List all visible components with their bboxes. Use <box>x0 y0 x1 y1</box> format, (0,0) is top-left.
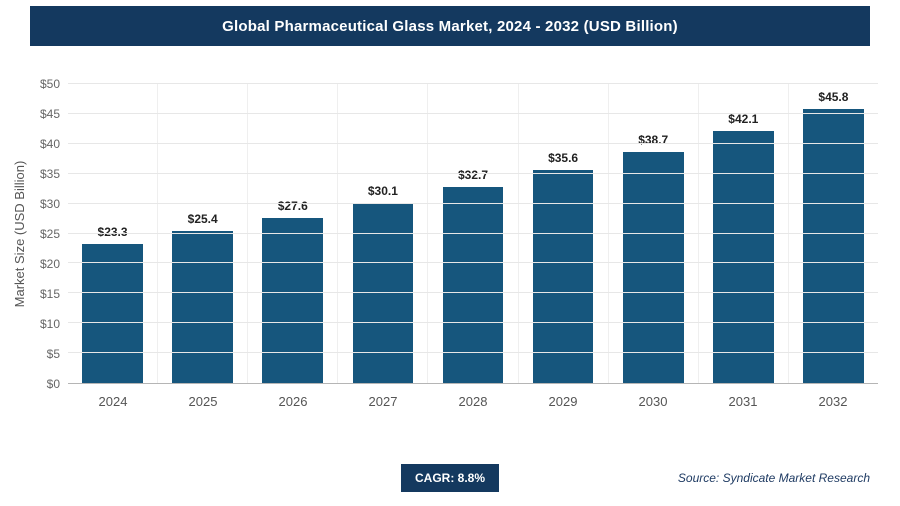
bar-column: $25.4 <box>157 84 247 383</box>
gridline <box>68 83 878 84</box>
x-tick-label: 2027 <box>368 394 398 409</box>
bar-value-label: $38.7 <box>638 132 669 147</box>
y-axis-ticks: $0 $5 $10 $15 $20 $25 $30 $35 $40 $45 $50 <box>18 77 68 391</box>
gridline <box>68 322 878 324</box>
bar <box>532 170 594 383</box>
y-tick-label: $50 <box>39 77 60 91</box>
gridline <box>68 292 878 294</box>
bar <box>82 243 143 383</box>
x-tick-label: 2024 <box>98 394 128 409</box>
bar <box>262 217 324 383</box>
x-tick-label: 2032 <box>818 394 848 409</box>
gridline <box>68 172 878 174</box>
bar-value-label: $27.6 <box>277 198 308 213</box>
bar-chart: Market Size (USD Billion) $0 $5 $10 $15 $20 $… <box>12 77 878 391</box>
bar-column: $23.3 <box>68 84 157 383</box>
source-text: Source: Syndicate Market Research <box>677 471 870 485</box>
bar-value-label: $25.4 <box>187 212 218 227</box>
x-tick-label: 2026 <box>278 394 308 409</box>
y-tick-label: $15 <box>39 287 60 301</box>
bar-column: $42.1 <box>697 84 788 383</box>
gridline <box>68 352 878 354</box>
chart-title-bar: Global Pharmaceutical Glass Market, 2024… <box>30 6 870 46</box>
y-tick-label: $5 <box>46 347 60 361</box>
gridline <box>68 232 878 234</box>
bar-value-label: $23.3 <box>98 225 128 239</box>
chart-footer: CAGR: 8.8% Source: Syndicate Market Rese… <box>0 464 900 494</box>
bar-column: $45.8 <box>787 84 878 383</box>
y-tick-label: $30 <box>39 197 60 211</box>
plot-area: $23.3 $25.4 $27.6 $30.1 $32.7 $35.6 $38.7 $42.1… <box>68 83 878 384</box>
bar <box>713 131 774 383</box>
y-tick-label: $35 <box>39 167 60 181</box>
bar-series: $23.3 $25.4 $27.6 $30.1 $32.7 $35.6 $38.7 $42.1… <box>68 84 878 383</box>
bar-value-label: $32.7 <box>457 168 488 183</box>
bar-column: $32.7 <box>427 84 517 383</box>
y-tick-label: $0 <box>46 377 60 391</box>
bar-column: $30.1 <box>337 84 427 383</box>
bar <box>803 109 864 383</box>
cagr-badge: CAGR: 8.8% <box>400 464 500 492</box>
bar <box>622 151 684 383</box>
gridline <box>68 142 878 144</box>
x-tick-label: 2030 <box>638 394 668 409</box>
x-axis-labels: 2024 2025 2026 2027 2028 2029 2030 2031 2032 <box>68 384 878 409</box>
y-tick-label: $25 <box>39 227 60 241</box>
bar-value-label: $42.1 <box>728 112 759 127</box>
x-tick-label: 2029 <box>548 394 578 409</box>
bar-column: $35.6 <box>517 84 608 383</box>
bar-value-label: $35.6 <box>548 151 579 166</box>
bar-column: $38.7 <box>607 84 698 383</box>
y-tick-label: $45 <box>39 107 60 121</box>
bar <box>172 231 233 383</box>
bar-column: $27.6 <box>247 84 337 383</box>
bar <box>442 187 504 383</box>
x-tick-label: 2031 <box>728 394 758 409</box>
gridline <box>68 202 878 204</box>
y-tick-label: $40 <box>39 137 60 151</box>
gridline <box>68 262 878 264</box>
gridline <box>68 112 878 114</box>
y-tick-label: $20 <box>39 257 60 271</box>
bar-value-label: $45.8 <box>818 90 849 105</box>
x-tick-label: 2025 <box>188 394 218 409</box>
chart-title: Global Pharmaceutical Glass Market, 2024… <box>222 17 678 35</box>
x-tick-label: 2028 <box>458 394 488 409</box>
bar-value-label: $30.1 <box>367 184 398 199</box>
y-tick-label: $10 <box>39 317 60 331</box>
